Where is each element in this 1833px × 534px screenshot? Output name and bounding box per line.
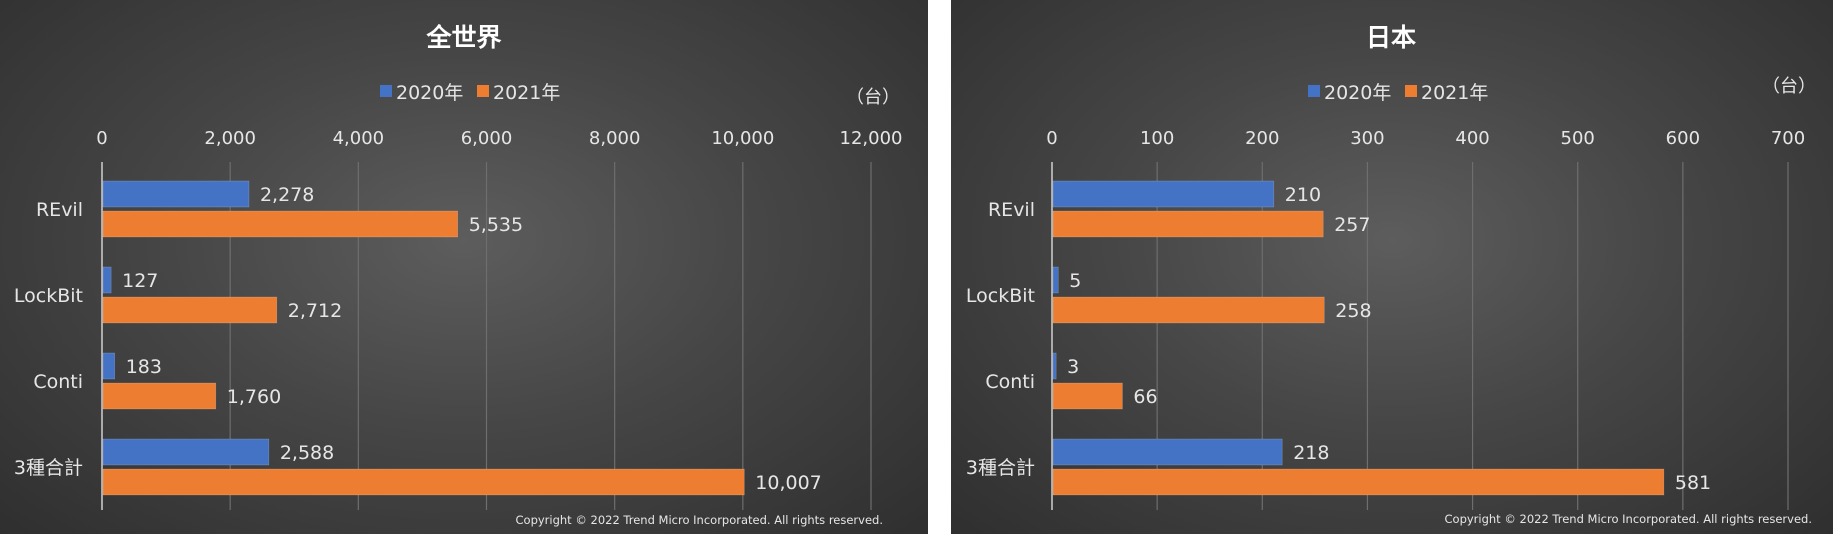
category-label: LockBit (14, 285, 83, 307)
data-label: 183 (126, 356, 162, 378)
bar-2020 (102, 352, 116, 380)
data-label: 210 (1285, 184, 1321, 206)
legend-label-2020: 2020年 (1324, 82, 1391, 104)
chart-panel-global: 全世界 2020年 2021年 （台） Copyright © 2022 Tre… (0, 0, 928, 534)
data-label: 2,278 (260, 184, 314, 206)
unit-label: （台） (1762, 76, 1816, 97)
x-tick-label: 6,000 (461, 128, 513, 149)
bar-2020 (1052, 352, 1057, 380)
data-label: 2,588 (280, 442, 334, 464)
x-tick-label: 10,000 (711, 128, 774, 149)
bar-2021 (1052, 382, 1123, 410)
x-tick-label: 0 (1046, 128, 1057, 149)
data-label: 218 (1293, 442, 1329, 464)
data-label: 127 (122, 270, 158, 292)
plot-area: 0 2,000 4,000 6,000 8,000 10,000 12,000 REvil 2,… (14, 128, 903, 510)
category-label: REvil (988, 199, 1035, 221)
x-tick-label: 8,000 (589, 128, 641, 149)
bar-2021 (102, 210, 459, 238)
x-tick-label: 500 (1561, 128, 1595, 149)
data-label: 10,007 (755, 472, 821, 494)
legend-swatch-2021 (1405, 85, 1417, 97)
x-tick-label: 200 (1245, 128, 1279, 149)
legend-label-2020: 2020年 (396, 82, 463, 104)
data-label: 66 (1133, 386, 1157, 408)
plot-area: 0 100 200 300 400 500 600 700 REvil 210 257 LockBit… (966, 128, 1805, 510)
unit-label: （台） (846, 87, 900, 108)
category-label: LockBit (966, 285, 1035, 307)
legend-swatch-2020 (380, 85, 392, 97)
x-tick-label: 4,000 (333, 128, 385, 149)
data-label: 257 (1334, 214, 1370, 236)
x-tick-label: 100 (1140, 128, 1174, 149)
data-label: 2,712 (288, 300, 342, 322)
category-label: 3種合計 (14, 457, 83, 479)
data-label: 1,760 (227, 386, 281, 408)
legend-label-2021: 2021年 (493, 82, 560, 104)
x-tick-label: 300 (1350, 128, 1384, 149)
x-tick-label: 2,000 (204, 128, 256, 149)
chart-global-svg: 全世界 2020年 2021年 （台） Copyright © 2022 Tre… (13, 23, 903, 527)
data-label: 3 (1067, 356, 1079, 378)
chart-title: 日本 (1366, 23, 1416, 52)
bar-2020 (102, 266, 112, 294)
x-tick-label: 600 (1666, 128, 1700, 149)
chart-panel-japan: 日本 2020年 2021年 （台） Copyright © 2022 Tren… (951, 0, 1833, 534)
x-tick-label: 12,000 (840, 128, 903, 149)
x-tick-label: 0 (96, 128, 107, 149)
legend-label-2021: 2021年 (1421, 82, 1488, 104)
x-tick-label: 400 (1455, 128, 1489, 149)
copyright-text: Copyright © 2022 Trend Micro Incorporate… (1445, 512, 1813, 526)
bar-2021 (102, 382, 217, 410)
bar-2020 (102, 180, 250, 208)
bar-2021 (1052, 210, 1324, 238)
chart-title: 全世界 (425, 23, 501, 52)
bar-2021 (102, 468, 745, 496)
chart-japan-svg: 日本 2020年 2021年 （台） Copyright © 2022 Tren… (966, 23, 1816, 526)
data-label: 258 (1335, 300, 1371, 322)
x-tick-label: 700 (1771, 128, 1805, 149)
bar-2020 (1052, 180, 1275, 208)
copyright-text: Copyright © 2022 Trend Micro Incorporate… (516, 513, 884, 527)
category-label: Conti (33, 371, 83, 393)
bar-2021 (1052, 296, 1325, 324)
bar-2020 (1052, 438, 1283, 466)
legend-swatch-2021 (477, 85, 489, 97)
data-label: 5,535 (469, 214, 523, 236)
data-label: 581 (1675, 472, 1711, 494)
bar-2020 (1052, 266, 1059, 294)
category-label: 3種合計 (966, 457, 1035, 479)
data-label: 5 (1069, 270, 1081, 292)
bar-2021 (102, 296, 278, 324)
legend-swatch-2020 (1308, 85, 1320, 97)
category-label: Conti (985, 371, 1035, 393)
bar-2020 (102, 438, 270, 466)
category-label: REvil (36, 199, 83, 221)
bar-2021 (1052, 468, 1665, 496)
